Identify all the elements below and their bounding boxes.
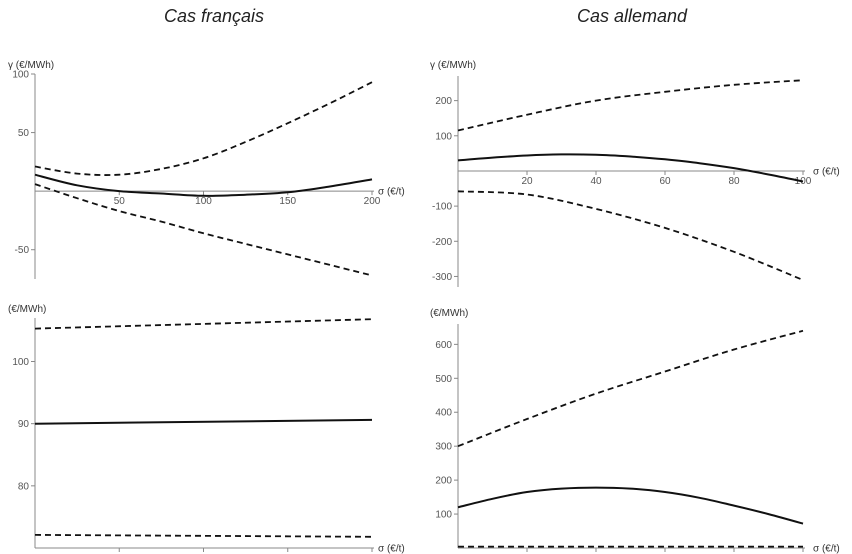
x-tick-label: 100 xyxy=(195,196,212,207)
series-line-dashed xyxy=(34,81,373,176)
x-axis-label: σ (€/t) xyxy=(813,544,840,554)
y-axis-label: (€/MWh) xyxy=(8,304,46,315)
x-tick-label: 100 xyxy=(795,176,812,187)
series-line-dashed xyxy=(34,534,373,538)
x-tick-label: 60 xyxy=(659,176,671,187)
y-tick-label: 300 xyxy=(435,442,452,453)
y-tick-label: 200 xyxy=(435,96,452,107)
series-line-dashed xyxy=(457,190,804,281)
y-tick-label: 80 xyxy=(18,481,30,492)
series-line-dashed xyxy=(457,79,804,132)
y-tick-label: 600 xyxy=(435,340,452,351)
title-french-case: Cas français xyxy=(164,6,265,26)
series-line-dashed xyxy=(457,329,804,448)
x-tick-label: 40 xyxy=(590,176,602,187)
y-tick-label: -300 xyxy=(432,272,452,283)
x-axis-label: σ (€/t) xyxy=(378,187,405,198)
y-tick-label: 100 xyxy=(12,70,29,81)
y-tick-label: 500 xyxy=(435,374,452,385)
series-line-dashed xyxy=(34,183,373,277)
y-tick-label: 100 xyxy=(435,510,452,521)
x-tick-label: 150 xyxy=(279,196,296,207)
y-axis-label: γ (€/MWh) xyxy=(430,60,476,71)
x-tick-label: 20 xyxy=(521,176,533,187)
title-german-case: Cas allemand xyxy=(577,6,688,26)
y-axis-label: (€/MWh) xyxy=(430,308,468,319)
y-tick-label: 90 xyxy=(18,419,30,430)
y-tick-label: -200 xyxy=(432,237,452,248)
series-line-solid xyxy=(34,418,373,425)
series-line-dashed xyxy=(34,318,373,330)
x-tick-label: 80 xyxy=(728,176,740,187)
y-tick-label: -50 xyxy=(15,245,30,256)
x-axis-label: σ (€/t) xyxy=(813,166,840,177)
x-axis-label: σ (€/t) xyxy=(378,544,405,554)
series-line-solid xyxy=(34,173,373,197)
y-tick-label: 400 xyxy=(435,408,452,419)
series-line-solid xyxy=(457,153,804,183)
y-tick-label: -100 xyxy=(432,202,452,213)
series-line-solid xyxy=(457,486,804,525)
y-tick-label: 100 xyxy=(12,357,29,368)
y-tick-label: 50 xyxy=(18,128,30,139)
x-tick-label: 200 xyxy=(364,196,381,207)
y-tick-label: 200 xyxy=(435,476,452,487)
y-axis-label: γ (€/MWh) xyxy=(8,60,54,71)
y-tick-label: 100 xyxy=(435,131,452,142)
x-tick-label: 50 xyxy=(114,196,126,207)
